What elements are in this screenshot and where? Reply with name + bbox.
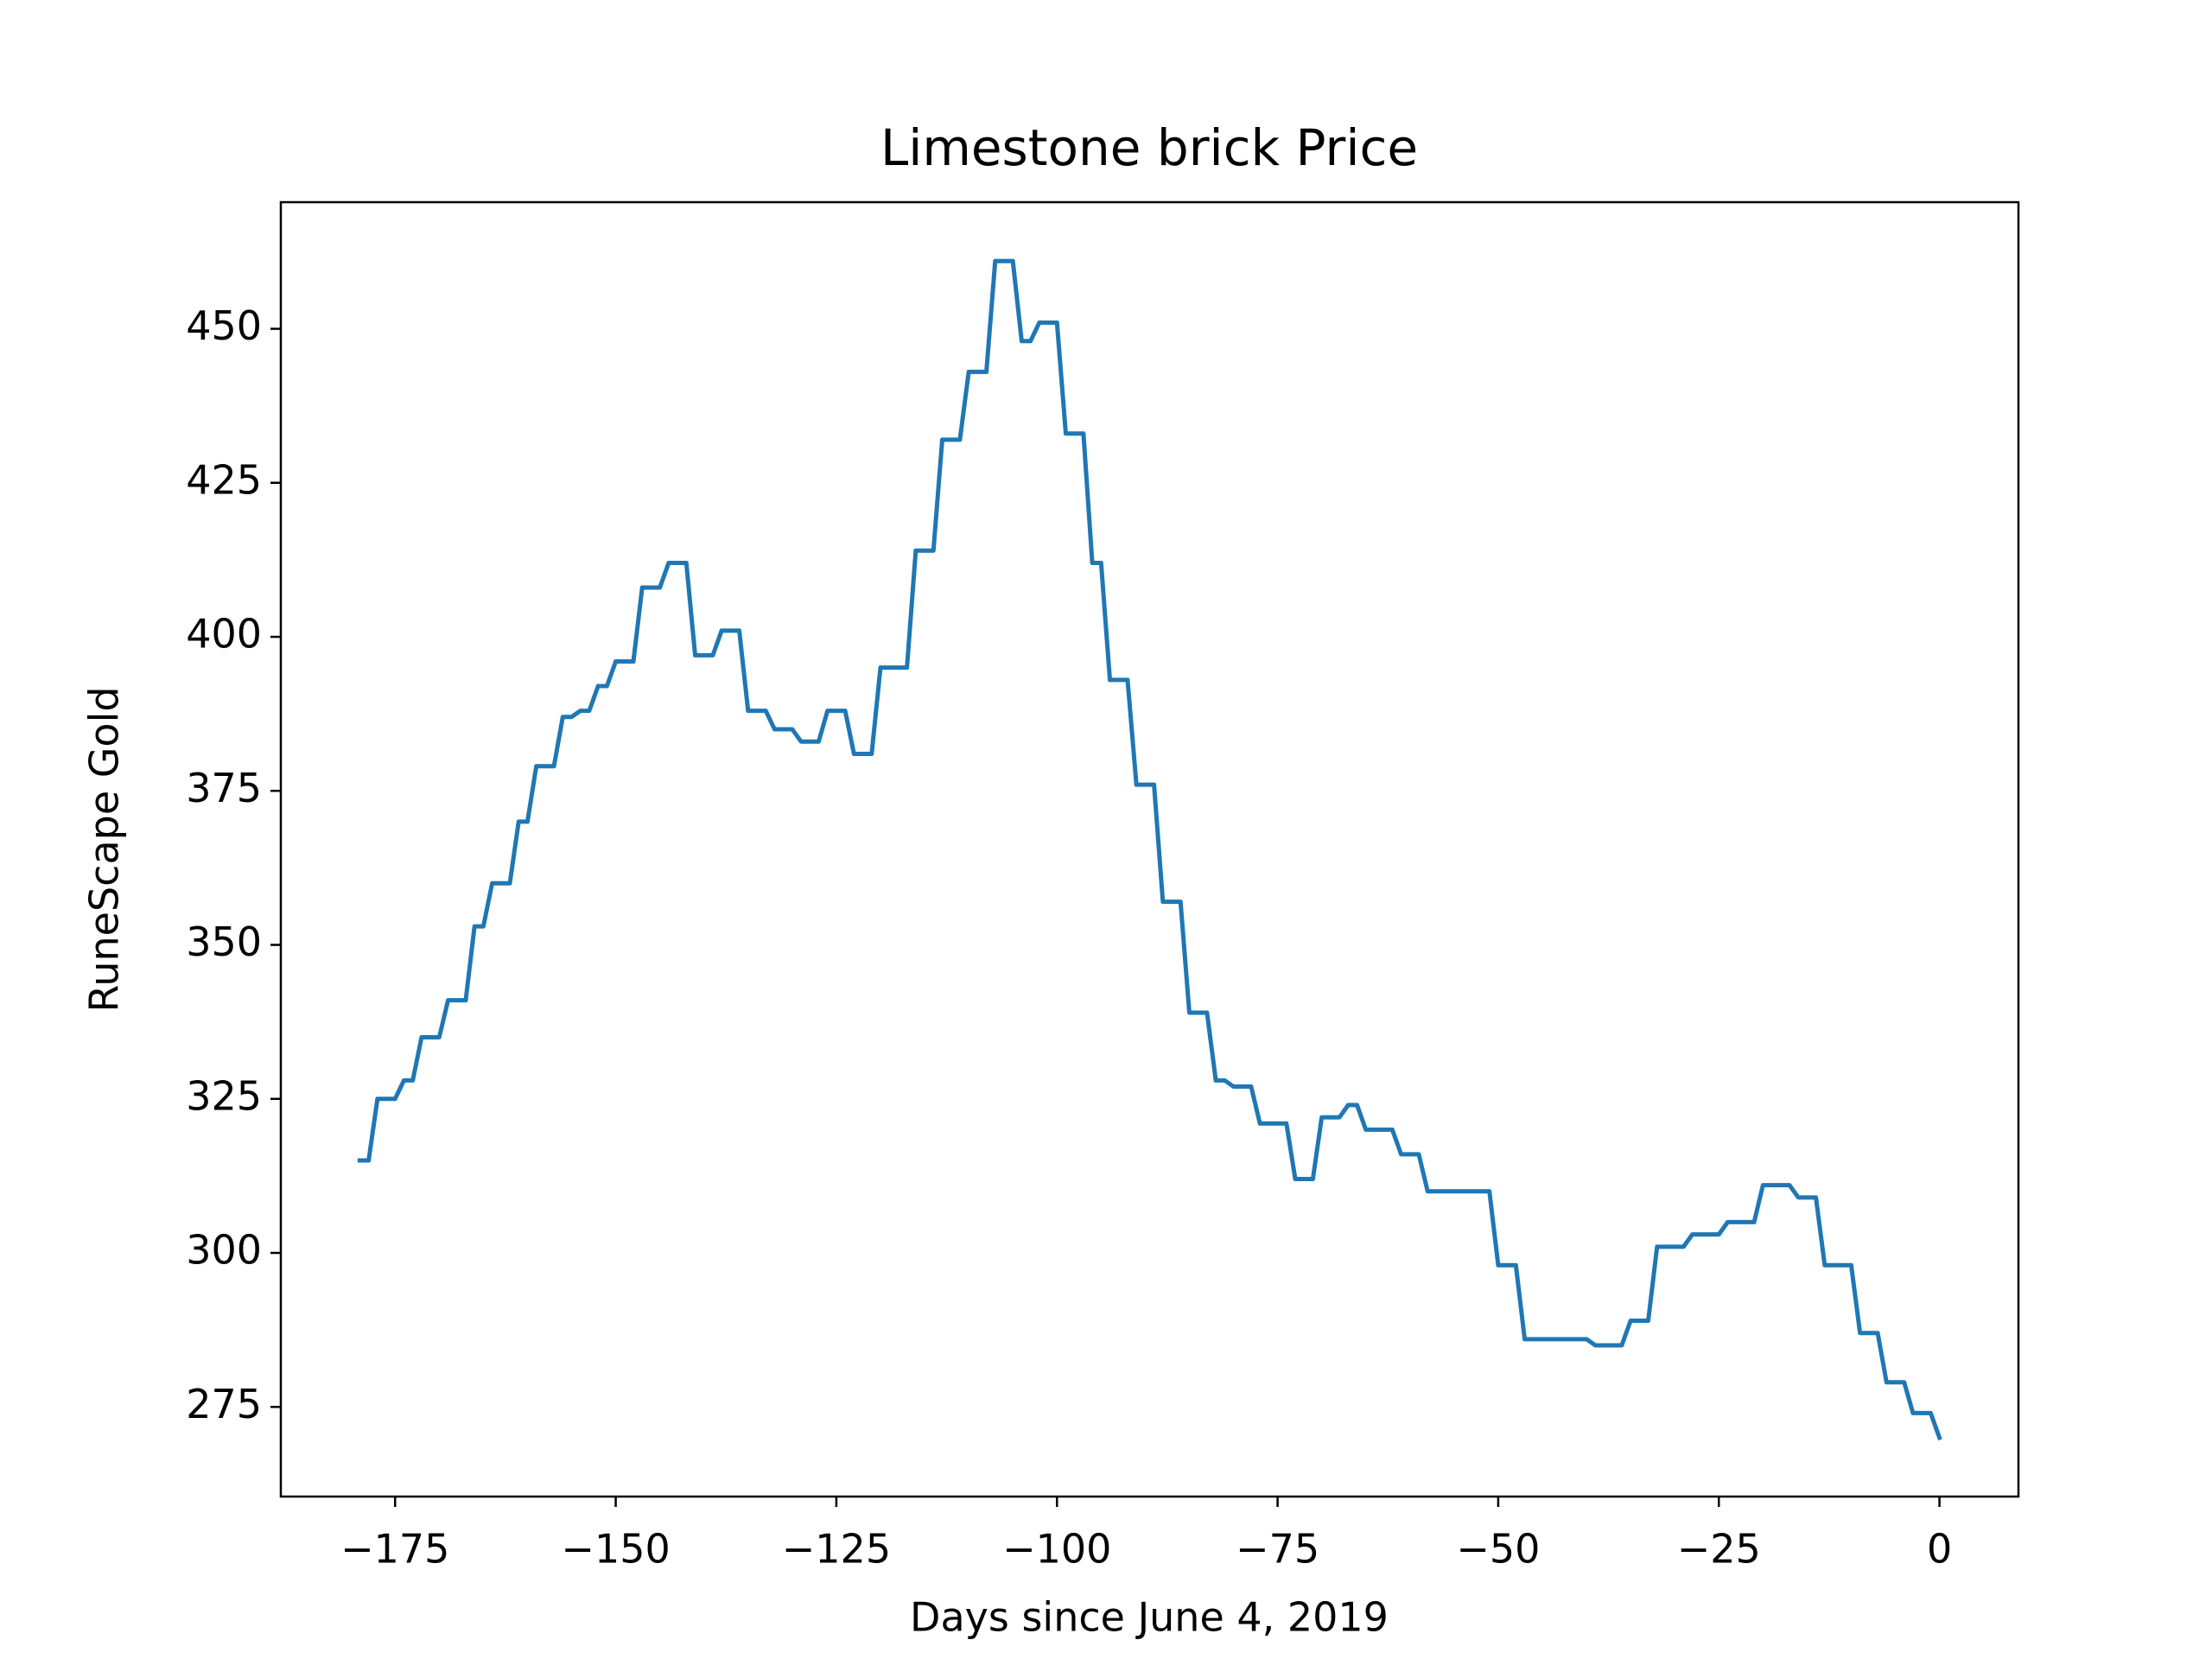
x-tick-label: −25 <box>1677 1526 1761 1573</box>
x-tick-label: −150 <box>561 1526 670 1573</box>
y-tick-label: 275 <box>186 1381 262 1427</box>
x-tick-label: −50 <box>1456 1526 1540 1573</box>
y-tick-label: 450 <box>186 302 262 349</box>
y-tick-label: 300 <box>186 1227 262 1274</box>
x-tick-label: −175 <box>340 1526 449 1573</box>
y-axis-label: RuneScape Gold <box>81 686 128 1012</box>
x-tick-label: −75 <box>1236 1526 1319 1573</box>
plot-frame <box>279 200 2020 1498</box>
chart-title: Limestone brick Price <box>880 118 1418 177</box>
x-tick-label: −100 <box>1002 1526 1111 1573</box>
x-tick-label: 0 <box>1927 1526 1952 1573</box>
x-tick-label: −125 <box>782 1526 891 1573</box>
y-tick-label: 350 <box>186 918 262 965</box>
y-tick-label: 400 <box>186 611 262 658</box>
y-tick-label: 375 <box>186 765 262 811</box>
x-axis-label: Days since June 4, 2019 <box>910 1594 1389 1641</box>
y-tick-label: 325 <box>186 1072 262 1119</box>
price-line <box>357 258 1942 1441</box>
y-tick-label: 425 <box>186 456 262 503</box>
